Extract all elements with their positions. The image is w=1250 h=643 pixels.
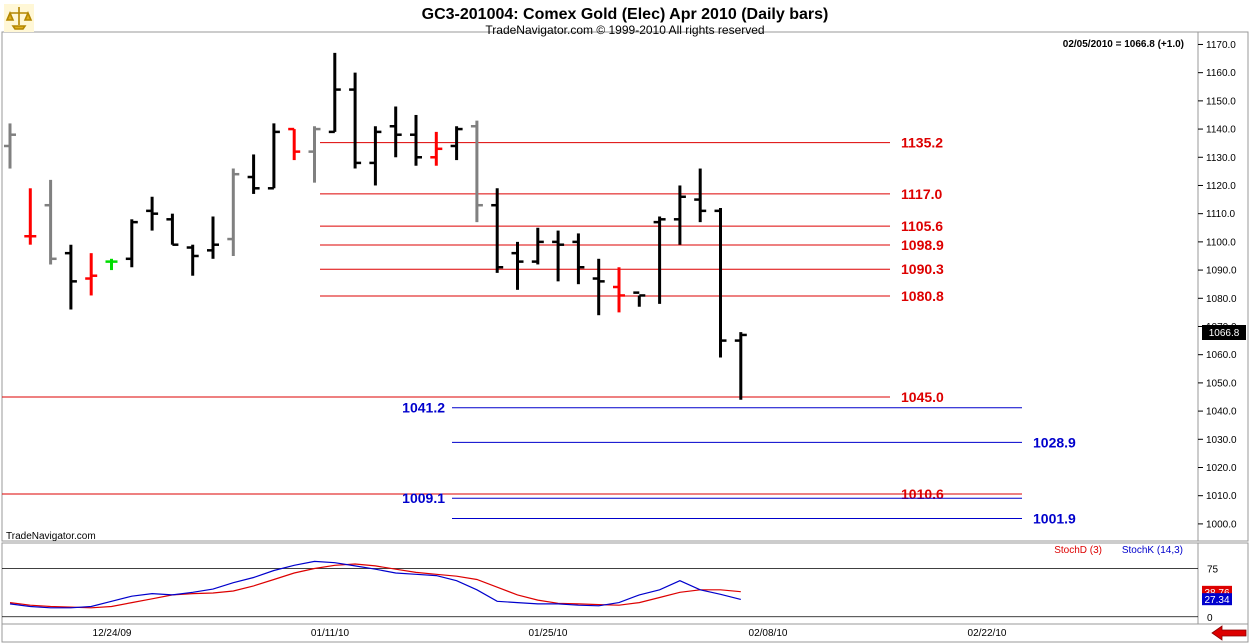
ohlc-bar (714, 208, 727, 358)
ohlc-bar (369, 126, 382, 186)
ohlc-bar (734, 332, 747, 400)
ohlc-bar (44, 179, 57, 265)
stochastic-panel: 75038.7627.34 (2, 560, 1232, 624)
ohlc-bar (389, 106, 402, 158)
date-axis: 12/24/09 01/11/10 01/25/10 02/08/10 02/22/10 (93, 628, 1007, 639)
y-tick-label: 1100.0 (1206, 237, 1236, 248)
ohlc-bar (511, 241, 524, 290)
chart-subtitle: TradeNavigator.com © 1999-2010 All right… (485, 23, 764, 37)
level-label: 1117.0 (901, 186, 942, 202)
level-label: 1105.6 (901, 218, 943, 234)
y-tick-label: 1000.0 (1206, 519, 1237, 530)
ohlc-bar (64, 244, 77, 310)
stoch-series-line (9, 563, 741, 609)
ohlc-bar (125, 219, 138, 268)
ohlc-bar (247, 154, 260, 194)
ohlc-bar (633, 291, 646, 307)
price-axis-panel (1197, 31, 1249, 542)
stoch-panel (1, 542, 1199, 625)
ohlc-bar (572, 233, 585, 285)
x-tick-label: 01/25/10 (529, 628, 568, 639)
ohlc-bar (85, 253, 98, 296)
ohlc-bar (207, 216, 219, 259)
ohlc-bar (146, 196, 159, 231)
y-tick-label: 1170.0 (1206, 40, 1236, 51)
level-label: 1135.2 (901, 135, 943, 151)
y-tick-label: 1060.0 (1206, 350, 1237, 361)
date-axis-panel (1, 623, 1249, 643)
ohlc-bar (105, 258, 118, 271)
level-label: 1001.9 (1033, 511, 1076, 527)
y-tick-label: 1130.0 (1206, 153, 1236, 164)
ohlc-bar (694, 168, 707, 223)
stoch-axis-panel (1197, 542, 1249, 625)
y-tick-label: 1110.0 (1206, 209, 1236, 220)
y-tick-label: 1080.0 (1206, 294, 1237, 305)
ohlc-bar (491, 188, 504, 273)
ohlc-bar (470, 120, 483, 223)
x-tick-label: 12/24/09 (93, 628, 132, 639)
level-label: 1010.6 (901, 486, 944, 502)
y-tick-label: 1050.0 (1206, 378, 1237, 389)
stoch-value-tag (1202, 593, 1232, 606)
last-price-label: 1066.8 (1209, 328, 1240, 339)
ohlc-bar (186, 244, 199, 276)
y-tick-label: 1160.0 (1206, 68, 1236, 79)
y-tick-label: 1150.0 (1206, 96, 1236, 107)
ohlc-bar (227, 168, 240, 256)
y-tick-label: 1030.0 (1206, 435, 1237, 446)
level-label: 1041.2 (402, 400, 445, 416)
watermark: TradeNavigator.com (6, 531, 96, 542)
ohlc-bar (592, 258, 605, 316)
ohlc-bar (308, 126, 321, 183)
x-tick-label: 01/11/10 (311, 628, 350, 639)
scroll-left-arrow-icon[interactable] (1211, 625, 1247, 641)
stoch-value-label: 27.34 (1204, 595, 1229, 606)
level-label: 1009.1 (402, 490, 445, 506)
legend-stochk: StochK (14,3) (1122, 545, 1183, 556)
y-tick-label: 1040.0 (1206, 407, 1237, 418)
ohlc-bar (653, 216, 666, 304)
last-price-tag: 1066.8 (1202, 325, 1246, 340)
stoch-y-tick: 75 (1207, 565, 1219, 576)
price-readout: 02/05/2010 = 1066.8 (+1.0) (1063, 39, 1184, 50)
level-label: 1028.9 (1033, 434, 1076, 450)
chart-title: GC3-201004: Comex Gold (Elec) Apr 2010 (… (422, 6, 829, 23)
stoch-series-line (9, 560, 741, 609)
level-label: 1090.3 (901, 261, 944, 277)
ohlc-bar (4, 123, 16, 169)
ohlc-bar (613, 267, 625, 313)
x-tick-label: 02/22/10 (968, 628, 1007, 639)
y-tick-label: 1010.0 (1206, 491, 1237, 502)
ohlc-bar (552, 230, 565, 282)
x-tick-label: 02/08/10 (749, 628, 788, 639)
ohlc-bar (673, 185, 686, 245)
ohlc-bar (349, 72, 362, 169)
y-tick-label: 1090.0 (1206, 266, 1237, 277)
level-label: 1045.0 (901, 389, 944, 405)
y-tick-label: 1120.0 (1206, 181, 1236, 192)
ohlc-bar (24, 188, 37, 245)
ohlc-bar (166, 213, 179, 246)
ohlc-bar (531, 227, 544, 265)
legend-stochd: StochD (3) (1054, 545, 1102, 556)
ohlc-bar (410, 114, 422, 166)
ohlc-bars (4, 52, 747, 400)
trade-navigator-logo-icon[interactable] (4, 4, 34, 32)
ohlc-bar (288, 127, 301, 161)
level-label: 1098.9 (901, 237, 944, 253)
level-label: 1080.8 (901, 288, 944, 304)
stoch-y-tick: 0 (1207, 613, 1213, 624)
ohlc-bar (430, 131, 443, 166)
y-tick-label: 1020.0 (1206, 463, 1237, 474)
ohlc-bar (267, 123, 280, 190)
ohlc-bar (450, 126, 463, 161)
ohlc-bar (328, 52, 341, 134)
y-tick-label: 1140.0 (1206, 125, 1236, 136)
